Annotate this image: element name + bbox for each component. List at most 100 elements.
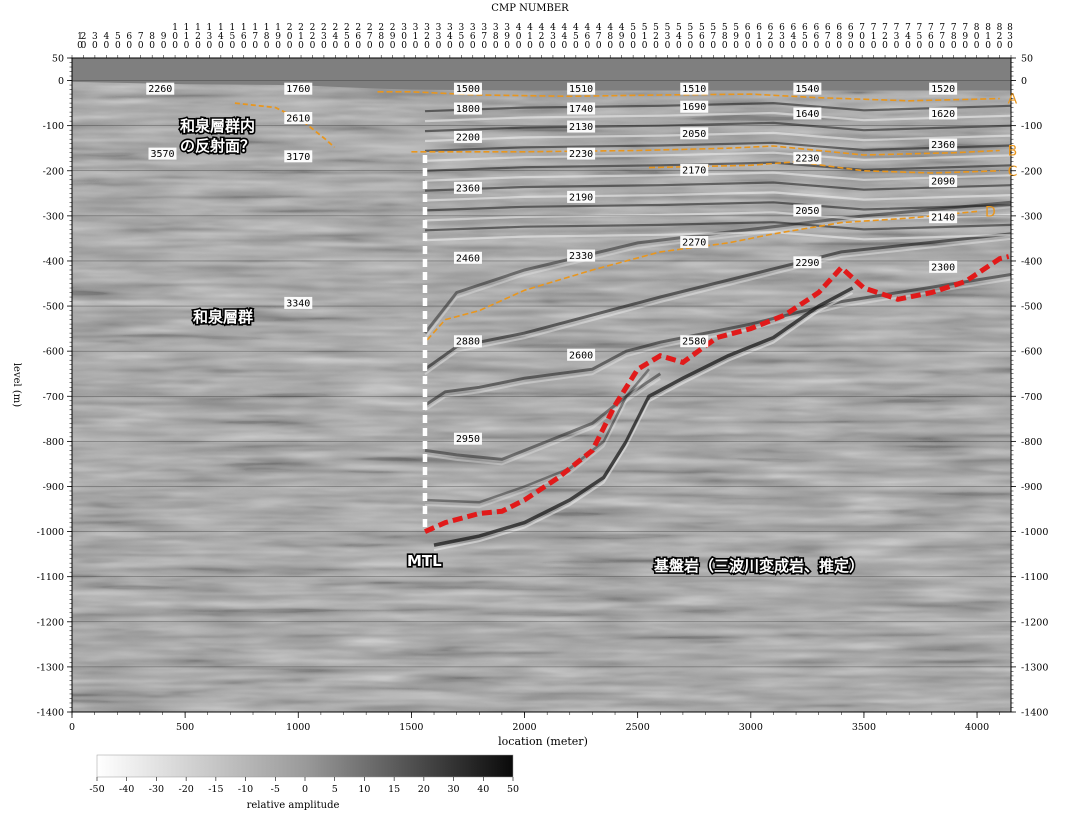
cmp-number: 410 <box>527 23 533 58</box>
cmp-digit: 7 <box>917 23 923 33</box>
velocity-label: 1540 <box>795 84 819 95</box>
cmp-digit: 7 <box>951 23 957 33</box>
y-axis-label: level (m) <box>11 363 22 407</box>
cmp-number: 180 <box>264 23 270 58</box>
cmp-number-ticks: 1020304050607080901001101201301401501601… <box>71 23 1013 58</box>
cmp-digit: 1 <box>413 32 419 42</box>
cmp-number: 370 <box>481 23 487 58</box>
velocity-label-bg <box>793 256 822 269</box>
cmp-digit: 1 <box>207 23 213 33</box>
cmp-digit: 1 <box>264 23 270 33</box>
y-tick-label: 50 <box>52 54 64 65</box>
cmp-digit: 5 <box>733 23 739 33</box>
horizon-lines: A BC D <box>377 91 1018 341</box>
y-tick-label-right: -1000 <box>1021 527 1048 538</box>
colorbar-tick-label: 40 <box>477 784 489 795</box>
cmp-digit: 0 <box>917 41 923 51</box>
cmp-number: 130 <box>207 23 213 58</box>
y-tick-label-right: -300 <box>1021 211 1042 222</box>
cmp-digit: 6 <box>584 32 590 42</box>
cmp-digit: 9 <box>962 32 968 42</box>
reflector-band <box>424 278 1011 412</box>
velocity-label: 2140 <box>931 213 955 224</box>
cmp-digit: 5 <box>115 32 121 42</box>
cmp-digit: 0 <box>733 41 739 51</box>
cmp-digit: 4 <box>539 23 545 33</box>
cmp-digit: 0 <box>355 41 361 51</box>
reflector-band <box>424 273 1011 407</box>
cmp-digit: 8 <box>836 32 842 42</box>
cmp-digit: 1 <box>756 32 762 42</box>
velocity-label: 3340 <box>286 298 310 309</box>
cmp-number: 520 <box>653 23 659 58</box>
velocity-label-bg <box>146 82 175 95</box>
cmp-digit: 1 <box>229 23 235 33</box>
cmp-number: 160 <box>241 23 247 58</box>
cmp-digit: 3 <box>481 23 487 33</box>
cmp-number: 220 <box>310 23 316 58</box>
cmp-digit: 0 <box>962 41 968 51</box>
cmp-number: 290 <box>390 23 396 58</box>
cmp-digit: 0 <box>207 41 213 51</box>
velocity-label-bg <box>284 150 313 163</box>
y-tick-label-right: -200 <box>1021 166 1042 177</box>
cmp-digit: 4 <box>562 23 568 33</box>
cmp-digit: 0 <box>985 41 991 51</box>
cmp-digit: 9 <box>161 32 167 42</box>
cmp-digit: 6 <box>768 23 774 33</box>
cmp-digit: 0 <box>195 41 201 51</box>
cmp-digit: 0 <box>413 41 419 51</box>
cmp-digit: 0 <box>859 41 865 51</box>
cmp-digit: 6 <box>241 32 247 42</box>
cmp-number: 40 <box>103 32 109 58</box>
cmp-digit: 6 <box>791 23 797 33</box>
shallow-reflector <box>424 141 1011 152</box>
y-tick-label: -700 <box>43 392 64 403</box>
cmp-digit: 2 <box>195 32 201 42</box>
cmp-digit: 7 <box>894 23 900 33</box>
cmp-digit: 0 <box>275 41 281 51</box>
velocity-label: 2580 <box>682 337 706 348</box>
cmp-digit: 2 <box>768 32 774 42</box>
cmp-number: 400 <box>516 23 522 58</box>
cmp-digit: 5 <box>344 32 350 42</box>
cmp-digit: 2 <box>321 23 327 33</box>
colorbar-tick-label: 15 <box>388 784 400 795</box>
cmp-number: 570 <box>710 23 716 58</box>
cmp-digit: 4 <box>573 23 579 33</box>
cmp-digit: 0 <box>836 41 842 51</box>
cmp-digit: 9 <box>619 32 625 42</box>
velocity-label: 2170 <box>682 165 706 176</box>
izumi-reflector-line <box>234 102 336 148</box>
cmp-digit: 0 <box>470 41 476 51</box>
cmp-digit: 6 <box>928 32 934 42</box>
velocity-label: 2090 <box>931 177 955 188</box>
x-tick-label: 2000 <box>512 722 536 733</box>
velocity-label: 1760 <box>286 84 310 95</box>
colorbar-label: relative amplitude <box>247 800 340 811</box>
cmp-digit: 0 <box>951 41 957 51</box>
cmp-digit: 0 <box>813 41 819 51</box>
cmp-digit: 6 <box>126 32 132 42</box>
cmp-digit: 0 <box>138 41 144 51</box>
cmp-digit: 1 <box>985 32 991 42</box>
cmp-number: 80 <box>149 32 155 58</box>
velocity-label: 2230 <box>795 154 819 165</box>
cmp-number: 720 <box>882 23 888 58</box>
cmp-digit: 0 <box>516 32 522 42</box>
cmp-digit: 8 <box>951 32 957 42</box>
cmp-number: 560 <box>699 23 705 58</box>
shallow-reflector <box>424 111 1011 123</box>
cmp-digit: 0 <box>447 41 453 51</box>
cmp-digit: 7 <box>710 32 716 42</box>
cmp-number: 460 <box>584 23 590 58</box>
cmp-number: 670 <box>825 23 831 58</box>
cmp-digit: 9 <box>390 32 396 42</box>
cmp-number: 600 <box>745 23 751 58</box>
velocity-label: 2330 <box>569 251 593 262</box>
cmp-number: 60 <box>126 32 132 58</box>
cmp-digit: 4 <box>562 32 568 42</box>
cmp-digit: 0 <box>77 41 83 51</box>
velocity-label-bg <box>284 296 313 309</box>
cmp-number: 760 <box>928 23 934 58</box>
